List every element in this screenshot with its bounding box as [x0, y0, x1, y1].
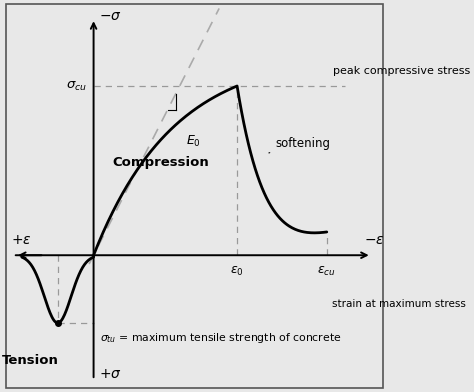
Text: $\sigma_{tu}$ = maximum tensile strength of concrete: $\sigma_{tu}$ = maximum tensile strength… [100, 331, 342, 345]
Text: $E_0$: $E_0$ [185, 133, 201, 149]
Text: softening: softening [269, 137, 330, 153]
Text: Compression: Compression [112, 156, 209, 169]
Text: peak compressive stress: peak compressive stress [334, 66, 471, 76]
Text: $-\sigma$: $-\sigma$ [99, 9, 122, 23]
Text: $\varepsilon_{cu}$: $\varepsilon_{cu}$ [318, 265, 336, 278]
Text: $+\varepsilon$: $+\varepsilon$ [10, 233, 31, 247]
Text: $-\varepsilon$: $-\varepsilon$ [364, 233, 384, 247]
Text: strain at maximum stress: strain at maximum stress [332, 299, 466, 309]
Text: Tension: Tension [2, 354, 59, 367]
Text: $+\sigma$: $+\sigma$ [99, 367, 122, 381]
Text: $\sigma_{cu}$: $\sigma_{cu}$ [66, 80, 87, 93]
Text: $\varepsilon_0$: $\varepsilon_0$ [230, 265, 244, 278]
